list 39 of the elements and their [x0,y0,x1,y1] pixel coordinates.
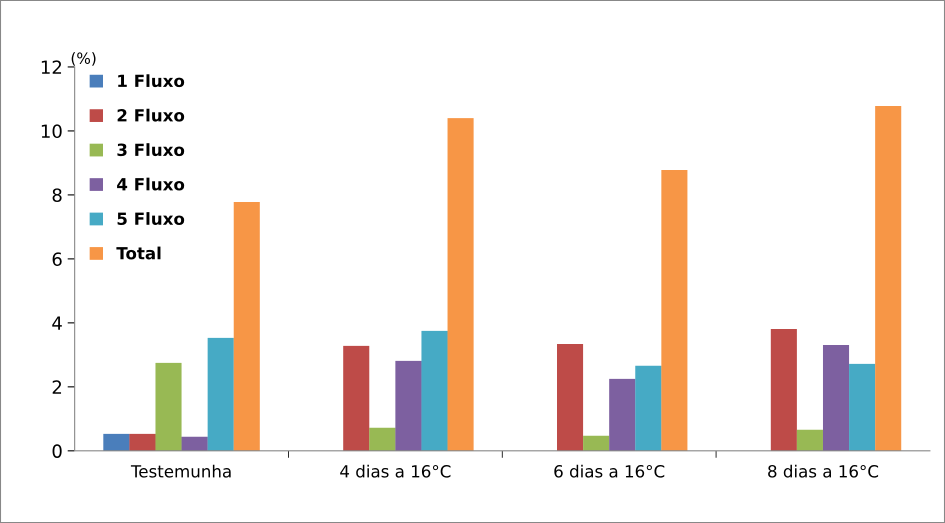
bar [208,338,234,451]
bar [103,434,130,451]
bar [421,330,448,451]
bar [395,360,422,451]
bar [609,378,636,451]
legend-label: 1 Fluxo [118,74,184,88]
bar [343,346,370,451]
bar [875,106,902,451]
bar [234,202,260,451]
bar [182,436,208,451]
x-tick-label: 6 dias a 16°C [554,464,664,478]
bar [796,430,823,451]
y-tick-label: 8 [52,188,62,202]
bar [822,344,850,451]
legend-label: 3 Fluxo [117,143,184,156]
y-tick-label: 10 [42,124,62,138]
legend-label: 2 Fluxo [118,108,184,122]
x-tick-label: 4 dias a 16°C [340,464,450,478]
bar [448,118,474,451]
x-tick-label: 8 dias a 16°C [768,464,878,478]
bar [369,428,396,451]
bar [635,366,662,451]
y-tick-label: 4 [52,316,62,330]
bar [770,328,797,451]
bar [661,170,688,451]
legend-label: 4 Fluxo [117,178,184,191]
y-tick-label: 12 [42,60,62,74]
bar [557,344,584,451]
legend-label: 5 Fluxo [118,212,184,226]
bar [129,434,156,451]
bar [583,436,610,451]
y-axis-title: (%) [72,52,96,66]
legend-label: Total [116,246,160,260]
bar [849,364,876,451]
bar [155,362,182,451]
x-tick-label: Testemunha [130,464,231,478]
y-tick-label: 2 [52,380,62,394]
y-tick-label: 6 [52,252,62,266]
y-tick-label: 0 [52,444,62,458]
